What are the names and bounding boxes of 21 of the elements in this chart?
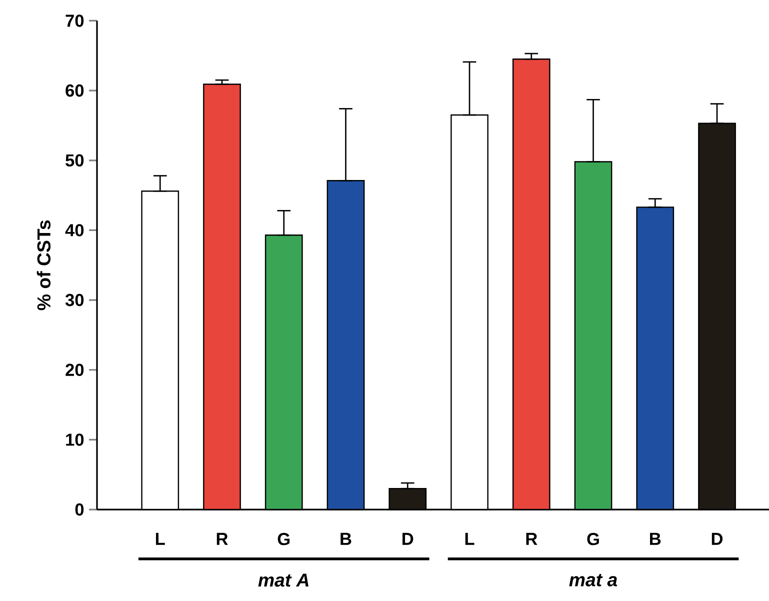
x-tick-label: L [156, 532, 165, 545]
x-tick-label: L [465, 532, 474, 545]
y-tick-label: 70 [66, 14, 84, 27]
y-axis-title: % of CSTs [36, 220, 51, 310]
y-tick-label: 0 [75, 503, 84, 516]
x-tick-label: R [216, 532, 228, 545]
y-tick-label: 50 [66, 154, 84, 167]
x-tick-label: G [587, 532, 599, 546]
x-tick-label: D [712, 532, 723, 545]
x-tick-label: B [340, 532, 352, 545]
text: mat a [569, 574, 618, 586]
y-tick-label: 20 [66, 364, 84, 376]
y-tick-label: 30 [65, 294, 84, 306]
y-tick-label: 60 [66, 84, 84, 97]
x-tick-label: D [402, 532, 414, 545]
text: mat A [258, 574, 308, 587]
x-tick-label: B [650, 532, 661, 545]
y-tick-label: 40 [65, 224, 84, 236]
x-tick-label: R [526, 532, 538, 545]
x-tick-label: G [278, 532, 290, 546]
y-tick-label: 10 [66, 434, 84, 446]
